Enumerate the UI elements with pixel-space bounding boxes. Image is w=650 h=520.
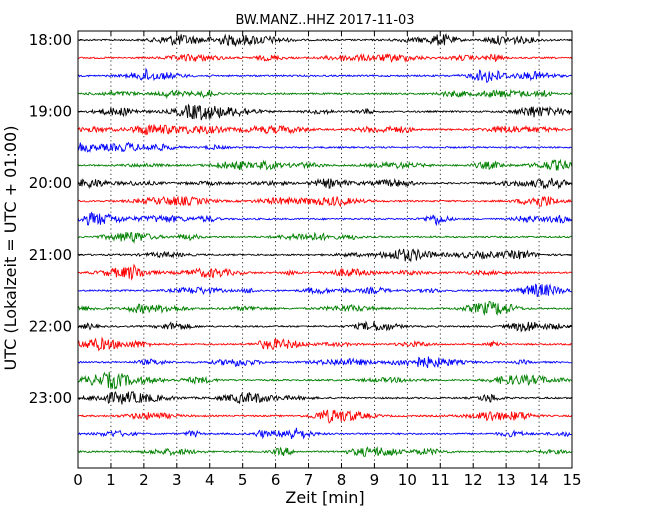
trace-rows: [77, 33, 573, 457]
x-axis-ticks: 0 1 2 3 4 5 6 7 8 9 10 11 12 13 14 15: [73, 31, 582, 489]
x-tick-label: 14: [530, 471, 549, 489]
chart-title: BW.MANZ..HHZ 2017-11-03: [235, 13, 414, 28]
x-tick-label: 10: [398, 471, 417, 489]
x-tick-label: 13: [497, 471, 516, 489]
trace-row-17: [77, 320, 572, 333]
x-tick-label: 0: [73, 471, 83, 489]
trace-row-4: [77, 88, 572, 100]
y-axis-label: UTC (Lokalzeit = UTC + 01:00): [1, 126, 20, 371]
y-axis-ticks: 18:00 19:00 20:00 21:00 22:00 23:00: [29, 31, 572, 407]
x-tick-label: 9: [370, 471, 380, 489]
x-tick-label: 6: [271, 471, 281, 489]
trace-row-5: [77, 103, 572, 121]
x-tick-label: 11: [431, 471, 450, 489]
trace-row-8: [77, 158, 573, 171]
trace-row-22: [77, 409, 572, 424]
y-tick-label: 18:00: [29, 31, 72, 49]
y-tick-label: 22:00: [29, 317, 72, 335]
trace-row-6: [77, 124, 572, 136]
x-tick-label: 2: [139, 471, 149, 489]
trace-row-21: [77, 390, 572, 405]
trace-row-14: [77, 263, 572, 281]
trace-row-1: [77, 33, 572, 48]
trace-row-7: [77, 141, 572, 153]
trace-row-23: [77, 427, 572, 440]
x-axis-label: Zeit [min]: [285, 488, 364, 507]
trace-row-13: [77, 248, 572, 263]
y-tick-label: 20:00: [29, 174, 72, 192]
x-tick-label: 7: [304, 471, 314, 489]
x-tick-label: 15: [562, 471, 581, 489]
trace-row-18: [77, 336, 572, 352]
trace-row-9: [77, 177, 572, 190]
x-tick-label: 1: [106, 471, 116, 489]
x-tick-label: 5: [238, 471, 248, 489]
x-tick-label: 4: [205, 471, 215, 489]
x-tick-label: 3: [172, 471, 182, 489]
trace-row-10: [77, 195, 572, 208]
trace-row-2: [77, 53, 572, 63]
trace-row-16: [77, 300, 572, 316]
plot-frame: [77, 30, 573, 469]
y-tick-label: 23:00: [29, 389, 72, 407]
trace-row-11: [77, 211, 572, 227]
x-tick-label: 8: [337, 471, 347, 489]
trace-row-3: [77, 67, 572, 83]
x-tick-label: 12: [464, 471, 483, 489]
trace-row-15: [77, 283, 572, 298]
trace-row-24: [77, 446, 572, 457]
trace-row-12: [77, 231, 572, 244]
vertical-grid: [110, 31, 540, 468]
trace-row-19: [77, 356, 572, 369]
trace-row-20: [77, 371, 572, 390]
y-tick-label: 21:00: [29, 246, 72, 264]
y-tick-label: 19:00: [29, 103, 72, 121]
